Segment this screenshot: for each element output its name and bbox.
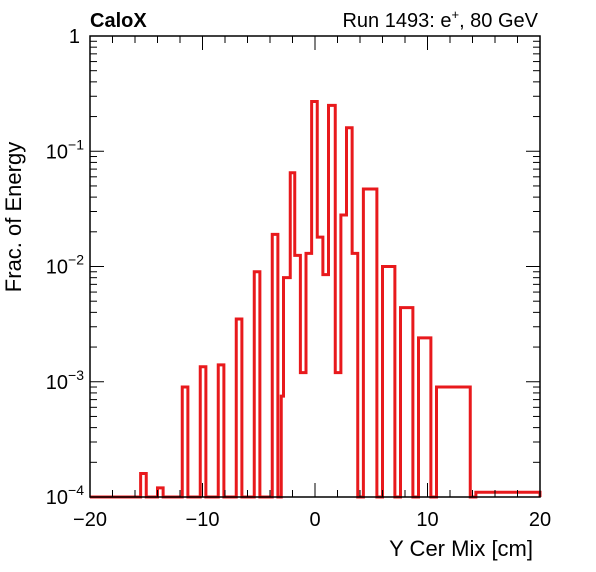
y-tick-label: 10−3 — [46, 367, 84, 394]
x-tick-label: 0 — [309, 509, 320, 531]
x-axis-ticks: −20 −10 0 10 20 — [73, 36, 551, 531]
histogram-line — [90, 100, 542, 499]
y-tick-label: 1 — [69, 26, 80, 48]
experiment-label: CaloX — [90, 10, 147, 32]
run-label-sup: + — [451, 7, 459, 22]
y-axis-title: Frac. of Energy — [1, 142, 26, 292]
x-axis-title: Y Cer Mix [cm] — [389, 536, 533, 561]
y-tick-label: 10−4 — [46, 482, 84, 509]
plot-frame-rect — [89, 35, 541, 498]
x-tick-label: 10 — [416, 509, 438, 531]
run-label-prefix: Run 1493: e — [342, 10, 451, 32]
x-tick-label: 20 — [529, 509, 551, 531]
run-label-suffix: , 80 GeV — [459, 10, 539, 32]
x-tick-label: −10 — [186, 509, 220, 531]
x-tick-label: −20 — [73, 509, 107, 531]
plot-frame — [89, 35, 541, 498]
run-label: Run 1493: e+, 80 GeV — [342, 7, 538, 32]
y-tick-label: 10−1 — [46, 136, 84, 163]
y-axis-ticks: 1 10−1 10−2 10−3 10−4 — [46, 26, 540, 509]
y-tick-label: 10−2 — [46, 252, 84, 279]
